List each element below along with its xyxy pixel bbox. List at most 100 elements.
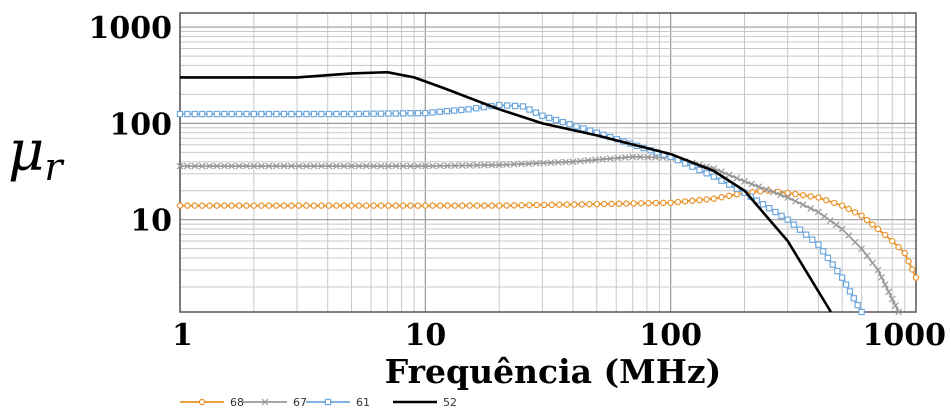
series-67-marker <box>265 162 273 170</box>
series-68-marker <box>895 243 902 251</box>
series-67-marker <box>755 183 763 191</box>
series-61-marker <box>759 201 767 208</box>
series-67-marker <box>377 162 385 170</box>
series-61-marker <box>766 204 773 212</box>
y-tick-label: 100 <box>109 107 172 142</box>
series-67-marker <box>845 232 853 239</box>
series-61-marker <box>250 110 258 118</box>
series-61-marker <box>310 110 318 118</box>
series-67-marker <box>250 162 258 170</box>
series-68-marker <box>869 221 876 228</box>
series-68-marker <box>511 202 518 209</box>
series-61-marker <box>526 106 533 113</box>
series-67-marker <box>503 161 510 169</box>
series-67-marker <box>777 191 784 199</box>
series-68-marker <box>213 202 221 209</box>
series-61-marker <box>191 110 198 118</box>
series-68-marker <box>696 196 703 204</box>
series-61-marker <box>519 103 527 110</box>
series-61-marker <box>784 216 791 223</box>
series-61-marker <box>228 110 235 118</box>
series-67-marker <box>466 161 474 169</box>
series-61-marker <box>850 295 858 302</box>
series-68-marker <box>571 201 578 208</box>
series-68-marker <box>325 202 333 209</box>
series-67-marker <box>878 273 885 281</box>
legend-item-67-label: 67 <box>293 396 307 409</box>
series-52-line <box>180 70 833 313</box>
series-61-marker <box>450 107 458 114</box>
series-68-marker <box>495 202 503 209</box>
series-67-marker <box>881 281 889 288</box>
series-52 <box>180 70 833 313</box>
legend-item-52-label: 52 <box>443 396 457 409</box>
series-67-marker <box>636 153 644 161</box>
series-68-marker <box>710 195 718 202</box>
series-67-marker <box>733 174 741 182</box>
series-67-marker <box>480 161 488 169</box>
y-tick-label: 10 <box>130 204 172 239</box>
series-68-marker <box>901 249 908 257</box>
series-68-marker <box>228 202 235 209</box>
series-67-marker <box>725 171 733 179</box>
series-67-marker <box>228 162 236 170</box>
series-68-marker <box>823 196 830 204</box>
series-68-marker <box>340 202 348 209</box>
series-61-marker <box>472 105 480 112</box>
series-67-marker <box>784 194 792 201</box>
series-68-marker <box>422 202 429 209</box>
series-67-marker <box>451 162 459 170</box>
series-67-marker <box>213 162 221 170</box>
series-61-marker <box>184 110 191 118</box>
series-68-marker <box>556 201 563 208</box>
series-68-marker <box>191 202 198 209</box>
series-68-marker <box>909 266 916 273</box>
series-61-marker <box>176 110 184 118</box>
series-67-marker <box>584 157 592 164</box>
series-67-marker <box>741 177 748 185</box>
series-68-marker <box>815 194 822 201</box>
series-61-marker <box>559 118 566 126</box>
series-67-marker <box>762 185 770 193</box>
series-61-marker <box>280 110 288 118</box>
series-61-marker <box>503 102 511 109</box>
series-67-marker <box>318 162 325 170</box>
series-61-marker <box>363 110 370 118</box>
series-68-marker <box>645 199 652 207</box>
series-61-marker <box>414 109 422 117</box>
series-68-marker <box>466 202 473 209</box>
series-68-marker <box>348 202 355 209</box>
series-61-marker <box>265 110 273 118</box>
series-67-marker <box>235 162 243 170</box>
series-67-marker <box>191 162 199 170</box>
series-61 <box>176 101 865 316</box>
series-67-marker <box>458 162 466 169</box>
series-68-marker <box>615 200 623 207</box>
legend-item-68-marker <box>198 398 206 406</box>
series-67-marker <box>807 204 815 212</box>
series-68-marker <box>600 200 608 208</box>
series-67-marker <box>858 245 865 253</box>
series-67-marker <box>473 161 481 169</box>
series-61-marker <box>809 236 816 243</box>
series-67-marker <box>606 155 614 163</box>
series-67-marker <box>569 158 577 166</box>
series-67-marker <box>832 221 840 229</box>
series-68-marker <box>481 202 488 209</box>
series-68-marker <box>799 191 807 199</box>
series-67-marker <box>577 157 584 165</box>
series-68-marker <box>414 202 422 209</box>
series-61-marker <box>819 248 827 255</box>
series-61-marker <box>846 288 854 295</box>
series-67-marker <box>769 188 777 196</box>
series-68-marker <box>637 200 645 207</box>
series-61-marker <box>696 166 703 174</box>
legend-item-61-marker <box>324 398 332 406</box>
series-67-marker <box>421 162 429 170</box>
series-61-marker <box>370 110 377 117</box>
series-68-marker <box>838 202 846 209</box>
series-67 <box>176 153 903 316</box>
series-68-marker <box>608 200 615 208</box>
x-tick-label: 1 <box>172 318 193 353</box>
series-61-marker <box>385 110 392 117</box>
